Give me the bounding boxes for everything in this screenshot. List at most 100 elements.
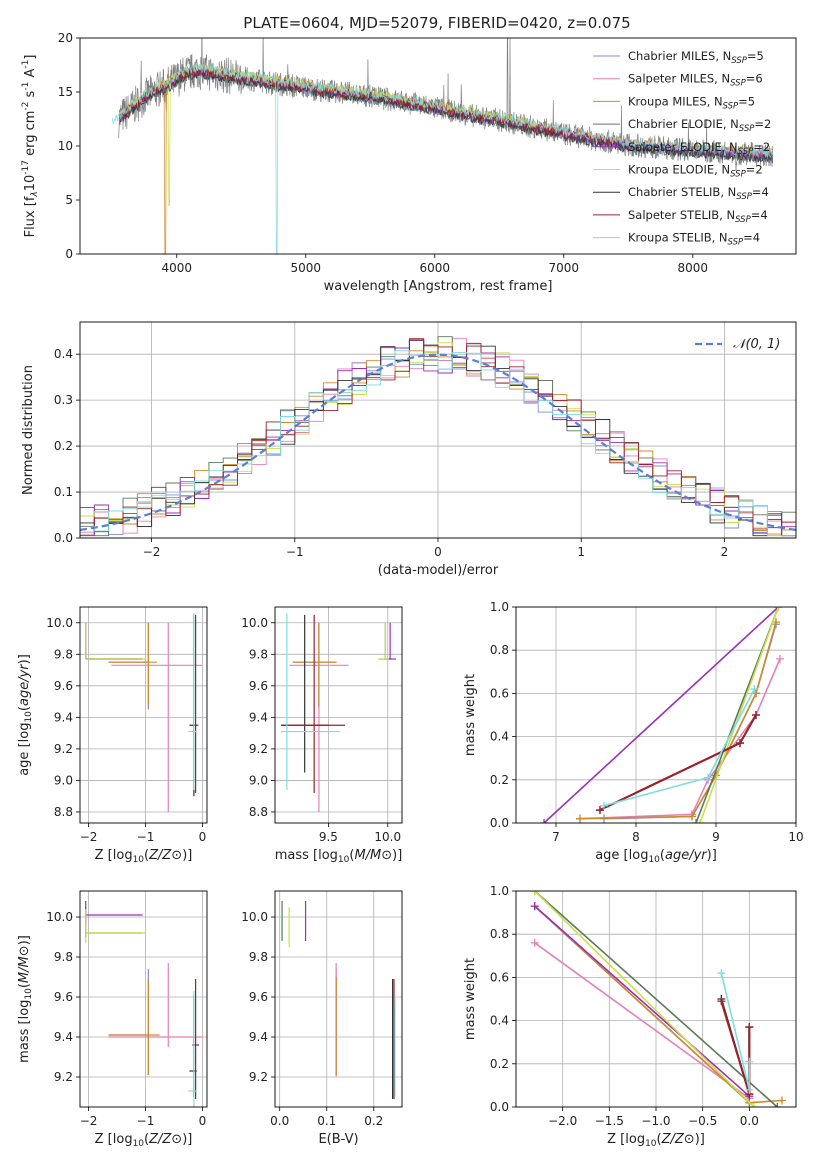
- axes-frame: [274, 890, 403, 1108]
- y-tick-label: 1.0: [490, 884, 509, 898]
- y-tick-label: 9.8: [54, 950, 73, 964]
- y-tick-label: 0.4: [490, 730, 509, 744]
- weight-marker: [778, 1096, 786, 1105]
- mass-age-panel: 9.5 10.0 8.8 9.0 9.2 9.4 9.6 9.8 10.0 mass [log10…: [241, 606, 403, 865]
- hist-kroupa-stelib: [80, 350, 796, 537]
- model-kroupa-miles: [119, 63, 773, 254]
- legend-entry-salpeter-elodie: Salpeter ELODIE, NSSP=2: [628, 140, 770, 157]
- errorbar-kroupa-stelib: [280, 613, 341, 790]
- weight-marker: [776, 654, 784, 663]
- legend-entry-kroupa-stelib: Kroupa STELIB, NSSP=4: [628, 231, 760, 248]
- y-tick-label: 0.0: [490, 1100, 509, 1114]
- y-tick-label: 0.8: [490, 927, 509, 941]
- y-tick-label: 9.2: [54, 1070, 73, 1084]
- x-tick-label: 7: [552, 830, 560, 844]
- weight-marker: [774, 607, 783, 611]
- y-axis-label: age [log10(age/yr)]: [17, 654, 34, 776]
- mass-age-axes: 9.5 10.0 8.8 9.0 9.2 9.4 9.6 9.8 10.0: [241, 607, 402, 844]
- x-tick-label: 0.0: [270, 1114, 289, 1128]
- legend-entry-gauss: 𝒩(0, 1): [733, 337, 780, 352]
- y-tick-label: 0.2: [54, 439, 73, 453]
- errorbar-kroupa-stelib: [188, 613, 197, 790]
- x-tick-label: 8000: [678, 261, 709, 275]
- x-tick-label: −0.5: [688, 1114, 717, 1128]
- weight-marker: [752, 711, 760, 719]
- x-tick-label: −2: [143, 545, 161, 559]
- y-tick-label: 9.2: [249, 742, 268, 756]
- axes-frame: [79, 321, 797, 539]
- errorbar-kroupa-miles: [108, 979, 160, 1075]
- x-axis-label: age [log10(age/yr)]: [595, 848, 717, 865]
- weights-salpeter-stelib: [596, 711, 760, 815]
- legend-entry-salpeter-miles: Salpeter MILES, NSSP=6: [628, 72, 763, 89]
- weight-marker: [600, 801, 608, 810]
- weight-marker: [717, 969, 726, 978]
- weight-marker: [750, 685, 759, 694]
- weights-kroupa-elodie: [696, 607, 783, 823]
- weight-marker: [745, 1085, 754, 1094]
- z-age-plot-area: [85, 613, 203, 812]
- y-tick-label: 20: [58, 31, 73, 45]
- y-tick-label: 9.0: [249, 773, 268, 787]
- x-tick-label: −1.5: [595, 1114, 624, 1128]
- model-kroupa-stelib: [111, 63, 773, 254]
- z-weight-plot-area: [530, 891, 786, 1107]
- y-tick-label: 9.4: [54, 1030, 73, 1044]
- mass-age-plot-area: [280, 613, 397, 812]
- y-tick-label: 8.8: [249, 805, 268, 819]
- x-tick-label: −2: [80, 830, 98, 844]
- x-tick-label: 8: [632, 830, 640, 844]
- hist-salpeter-elodie: [80, 339, 796, 537]
- x-tick-label: 2: [721, 545, 729, 559]
- x-axis-label: E(B-V): [318, 1132, 358, 1147]
- y-tick-label: 0.4: [490, 1014, 509, 1028]
- y-tick-label: 9.6: [249, 679, 268, 693]
- x-tick-label: 0: [434, 545, 442, 559]
- y-tick-label: 10.0: [241, 910, 268, 924]
- errorbar-chabrier-miles: [108, 622, 149, 710]
- z-mass-panel: −2 −1 0 9.2 9.4 9.6 9.8 10.0 Z [log10(Z/Z⊙)] mass…: [17, 890, 208, 1149]
- ebv-mass-panel: 0.0 0.1 0.2 9.2 9.4 9.6 9.8 10.0 E(B-V): [241, 890, 403, 1147]
- observed-spectrum: [118, 38, 774, 172]
- weight-marker: [540, 819, 548, 823]
- legend-entry-chabrier-miles: Chabrier MILES, NSSP=5: [628, 49, 764, 66]
- y-tick-label: 5: [65, 193, 73, 207]
- weights-kroupa-elodie: [530, 891, 758, 1107]
- z-mass-axes: −2 −1 0 9.2 9.4 9.6 9.8 10.0: [46, 891, 207, 1128]
- x-axis-label: (data-model)/error: [378, 563, 499, 578]
- hist-salpeter-stelib: [80, 338, 796, 530]
- weights-kroupa-miles: [530, 902, 786, 1107]
- y-tick-label: 0.2: [490, 1057, 509, 1071]
- x-axis-label: Z [log10(Z/Z⊙)]: [95, 848, 193, 865]
- errorbar-salpeter-miles: [108, 963, 203, 1047]
- weight-marker: [530, 902, 539, 911]
- y-tick-label: 9.2: [54, 742, 73, 756]
- x-tick-label: 7000: [549, 261, 580, 275]
- y-tick-label: 0.2: [490, 773, 509, 787]
- weight-marker: [750, 1103, 758, 1107]
- weights-salpeter-miles: [576, 654, 784, 823]
- y-tick-label: 0.4: [54, 347, 73, 361]
- x-tick-label: −2: [80, 1114, 98, 1128]
- y-tick-label: 0.6: [490, 686, 509, 700]
- weight-marker: [745, 1057, 754, 1066]
- x-tick-label: 6000: [420, 261, 451, 275]
- y-axis-label: mass weight: [463, 674, 478, 756]
- y-tick-label: 0: [65, 247, 73, 261]
- errorbar-kroupa-stelib: [188, 991, 197, 1107]
- y-tick-label: 15: [58, 85, 73, 99]
- weight-marker: [696, 819, 704, 823]
- weight-marker: [773, 1103, 782, 1107]
- weight-marker: [688, 812, 696, 821]
- y-tick-label: 9.2: [249, 1070, 268, 1084]
- age-weight-plot-area: [540, 607, 784, 823]
- weights-kroupa-stelib: [600, 685, 759, 810]
- y-tick-label: 9.4: [54, 710, 73, 724]
- x-tick-label: 4000: [161, 261, 192, 275]
- y-tick-label: 10: [58, 139, 73, 153]
- x-tick-label: −1: [286, 545, 304, 559]
- x-axis-label: Z [log10(Z/Z⊙)]: [607, 1132, 705, 1149]
- y-tick-label: 10.0: [46, 910, 73, 924]
- y-tick-label: 0.1: [54, 485, 73, 499]
- errorbar-chabrier-miles: [108, 969, 149, 1075]
